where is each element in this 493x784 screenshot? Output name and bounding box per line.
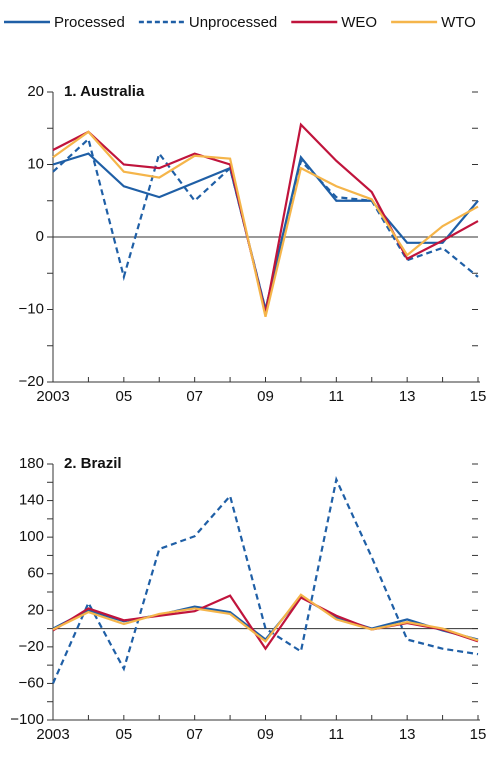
x-tick-label: 2003	[36, 726, 69, 743]
y-tick-label: 20	[27, 601, 44, 618]
y-tick-label: −20	[19, 373, 44, 390]
panel-title: 1. Australia	[64, 83, 145, 100]
y-tick-label: 180	[19, 455, 44, 472]
x-tick-label: 07	[186, 388, 203, 405]
x-tick-label: 15	[470, 388, 487, 405]
x-tick-label: 11	[329, 388, 345, 405]
series-line	[52, 130, 479, 318]
y-tick-label: 10	[27, 155, 44, 172]
y-tick-label: 20	[27, 83, 44, 100]
x-tick-label: 11	[329, 726, 345, 743]
series-line	[52, 152, 479, 310]
y-tick-label: 140	[19, 492, 44, 509]
y-tick-label: −60	[19, 674, 44, 691]
y-tick-label: −100	[10, 711, 44, 728]
x-tick-label: 13	[399, 726, 416, 743]
series-line	[51, 476, 479, 684]
x-tick-label: 13	[399, 388, 416, 405]
x-tick-label: 15	[470, 726, 487, 743]
y-tick-label: −20	[19, 638, 44, 655]
legend-label: Processed	[54, 14, 125, 31]
panel-title: 2. Brazil	[64, 455, 122, 472]
y-tick-label: 100	[19, 528, 44, 545]
series-line	[52, 122, 479, 314]
x-tick-label: 05	[115, 726, 132, 743]
y-tick-label: −10	[19, 300, 44, 317]
x-tick-label: 05	[115, 388, 132, 405]
x-tick-label: 09	[257, 388, 274, 405]
y-tick-label: 0	[36, 228, 44, 245]
y-tick-label: 60	[27, 565, 44, 582]
series-line	[52, 593, 479, 643]
x-tick-label: 2003	[36, 388, 69, 405]
legend-label: WTO	[441, 14, 476, 31]
legend-label: Unprocessed	[189, 14, 277, 31]
x-tick-label: 09	[257, 726, 274, 743]
x-tick-label: 07	[186, 726, 203, 743]
legend-label: WEO	[341, 14, 377, 31]
